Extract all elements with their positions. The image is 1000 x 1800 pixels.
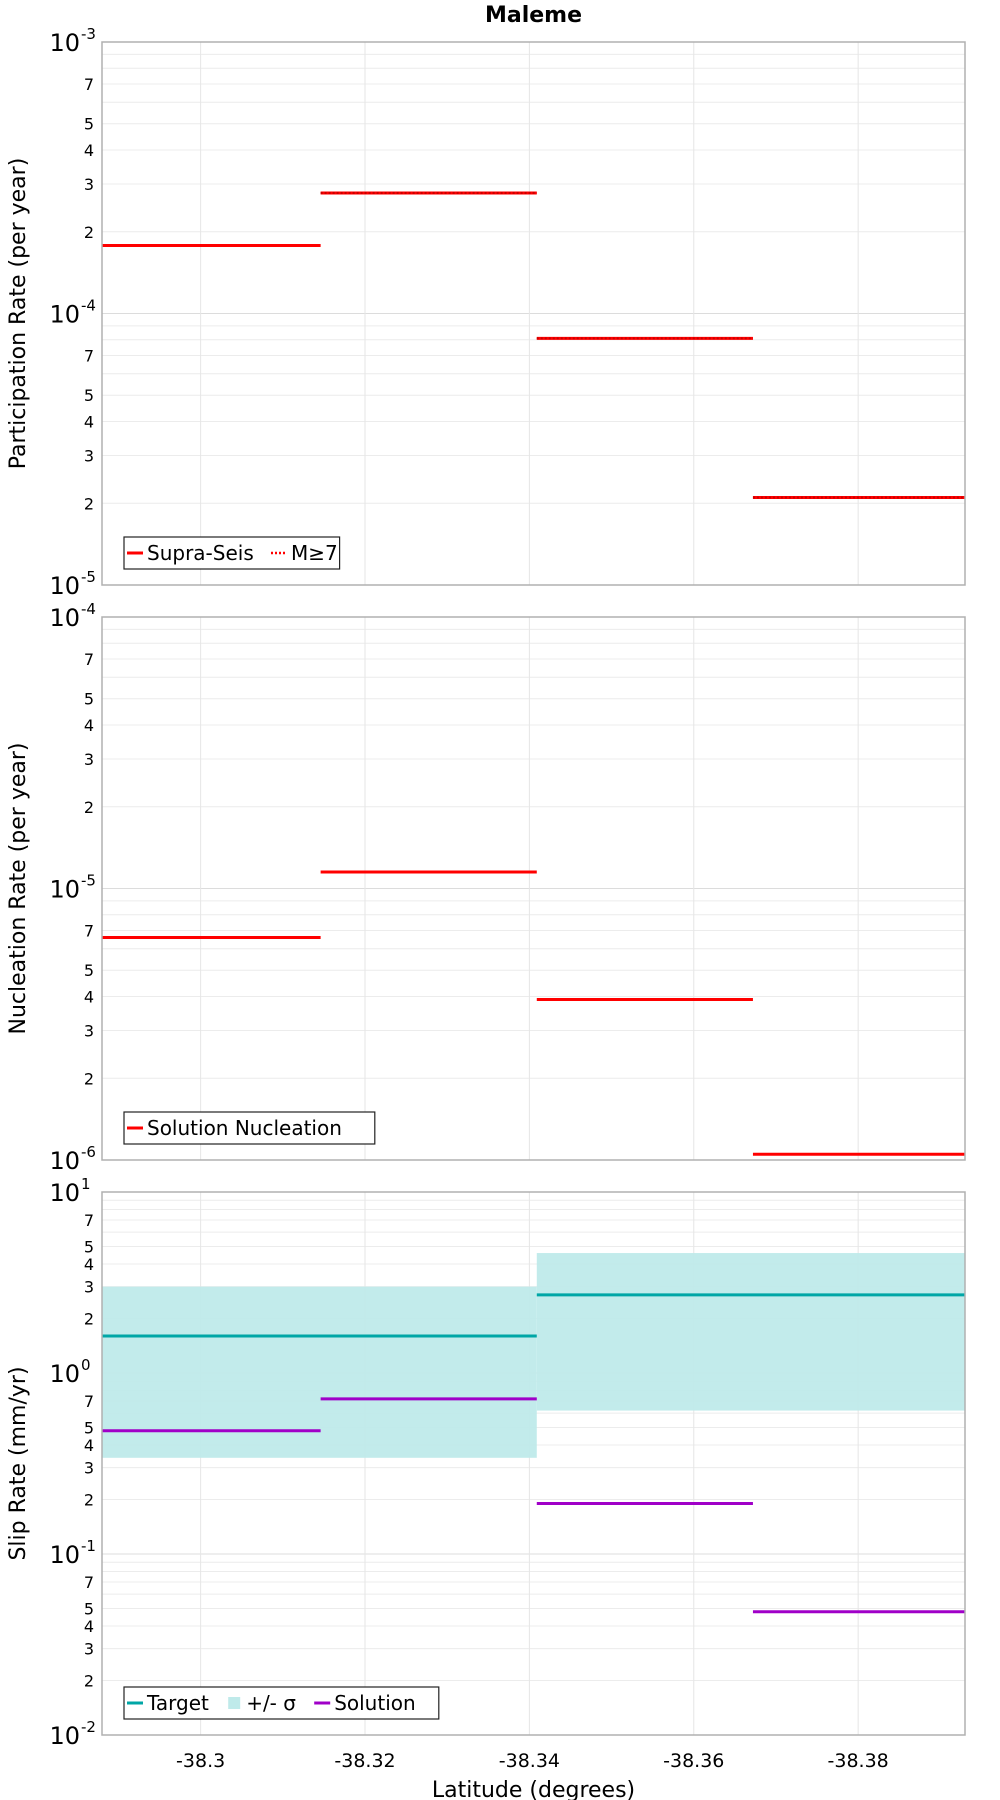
y-major-tick-exponent: -4 [81, 600, 96, 618]
x-tick-label: -38.32 [334, 1750, 395, 1772]
y-minor-tick-label: 2 [84, 1672, 94, 1691]
y-minor-tick-label: 5 [84, 690, 94, 709]
chart-title: Maleme [485, 3, 582, 28]
x-tick-label: -38.34 [499, 1750, 560, 1772]
x-axis-label: Latitude (degrees) [432, 1778, 635, 1800]
grid [102, 42, 965, 586]
y-minor-tick-label: 3 [84, 750, 94, 769]
y-minor-tick-label: 3 [84, 1278, 94, 1297]
y-minor-tick-label: 3 [84, 1640, 94, 1659]
legend: Supra-Seis M≥7 [123, 536, 341, 570]
legend-label: Supra-Seis [147, 541, 254, 565]
y-major-tick-exponent: -4 [81, 297, 96, 315]
y-minor-tick-label: 3 [84, 175, 94, 194]
y-major-tick-exponent: 1 [81, 1175, 91, 1193]
y-minor-tick-label: 2 [84, 798, 94, 817]
y-minor-tick-label: 4 [84, 141, 94, 160]
y-major-tick-exponent: -3 [81, 25, 96, 43]
legend-label: Solution Nucleation [147, 1116, 342, 1140]
y-major-tick-exponent: 0 [81, 1356, 91, 1374]
y-minor-tick-label: 7 [84, 650, 94, 669]
y-axis-label: Slip Rate (mm/yr) [6, 1366, 31, 1560]
legend: Target +/- σ Solution [123, 1686, 440, 1720]
y-minor-tick-label: 5 [84, 1418, 94, 1437]
legend-label: +/- σ [246, 1691, 296, 1715]
y-minor-tick-label: 5 [84, 1599, 94, 1618]
y-minor-tick-label: 7 [84, 1211, 94, 1230]
y-minor-tick-label: 4 [84, 988, 94, 1007]
y-major-tick-label: 10 [49, 1360, 80, 1388]
y-minor-tick-label: 7 [84, 347, 94, 366]
series-solution-nucleation [102, 870, 965, 1156]
legend-box [123, 1686, 440, 1720]
y-minor-tick-label: 7 [84, 1573, 94, 1592]
legend-swatch [228, 1697, 241, 1709]
y-major-tick-label: 10 [49, 1179, 80, 1207]
legend-box [123, 1111, 376, 1145]
y-major-tick-label: 10 [49, 29, 80, 57]
plot-frame [101, 1191, 966, 1736]
y-major-tick-exponent: -2 [81, 1718, 96, 1736]
y-major-tick-label: 10 [49, 1147, 80, 1175]
y-minor-tick-label: 4 [84, 413, 94, 432]
y-major-tick-label: 10 [49, 1722, 80, 1750]
y-major-tick-exponent: -1 [81, 1537, 96, 1555]
y-minor-tick-label: 2 [84, 494, 94, 513]
legend-label: Solution [334, 1691, 415, 1715]
y-minor-tick-label: 4 [84, 716, 94, 735]
y-minor-tick-label: 2 [84, 1491, 94, 1510]
y-axis-label: Nucleation Rate (per year) [6, 743, 31, 1035]
x-tick-label: -38.36 [663, 1750, 724, 1772]
y-major-tick-label: 10 [49, 876, 80, 904]
x-tick-label: -38.3 [176, 1750, 225, 1772]
y-minor-tick-label: 5 [84, 386, 94, 405]
y-minor-tick-label: 5 [84, 961, 94, 980]
sigma-band [536, 1253, 965, 1411]
y-major-tick-label: 10 [49, 301, 80, 329]
plot-frame [101, 616, 966, 1161]
y-minor-tick-label: 2 [84, 1069, 94, 1088]
y-major-tick-exponent: -5 [81, 568, 96, 586]
series-solution [102, 1397, 965, 1614]
y-major-tick-label: 10 [49, 1541, 80, 1569]
y-minor-tick-label: 7 [84, 75, 94, 94]
plot-frame [101, 41, 966, 586]
y-minor-tick-label: 3 [84, 1459, 94, 1478]
y-major-tick-exponent: -6 [81, 1143, 96, 1161]
y-minor-tick-label: 2 [84, 1310, 94, 1329]
y-minor-tick-label: 7 [84, 1392, 94, 1411]
legend-label: Target [146, 1691, 209, 1715]
y-minor-tick-label: 3 [84, 1021, 94, 1040]
y-minor-tick-label: 5 [84, 1237, 94, 1256]
y-minor-tick-label: 4 [84, 1255, 94, 1274]
x-tick-label: -38.38 [828, 1750, 889, 1772]
y-major-tick-label: 10 [49, 604, 80, 632]
y-major-tick-exponent: -5 [81, 872, 96, 890]
series-target [102, 1293, 965, 1338]
y-minor-tick-label: 2 [84, 223, 94, 242]
y-minor-tick-label: 4 [84, 1436, 94, 1455]
y-minor-tick-label: 3 [84, 446, 94, 465]
y-minor-tick-label: 5 [84, 115, 94, 134]
y-major-tick-label: 10 [49, 572, 80, 600]
legend: Solution Nucleation [123, 1111, 376, 1145]
y-minor-tick-label: 7 [84, 922, 94, 941]
y-minor-tick-label: 4 [84, 1617, 94, 1636]
series-m-7 [320, 191, 965, 499]
legend-box [123, 536, 341, 570]
y-axis-label: Participation Rate (per year) [6, 158, 31, 470]
grid [102, 617, 965, 1161]
legend-label: M≥7 [291, 541, 338, 565]
